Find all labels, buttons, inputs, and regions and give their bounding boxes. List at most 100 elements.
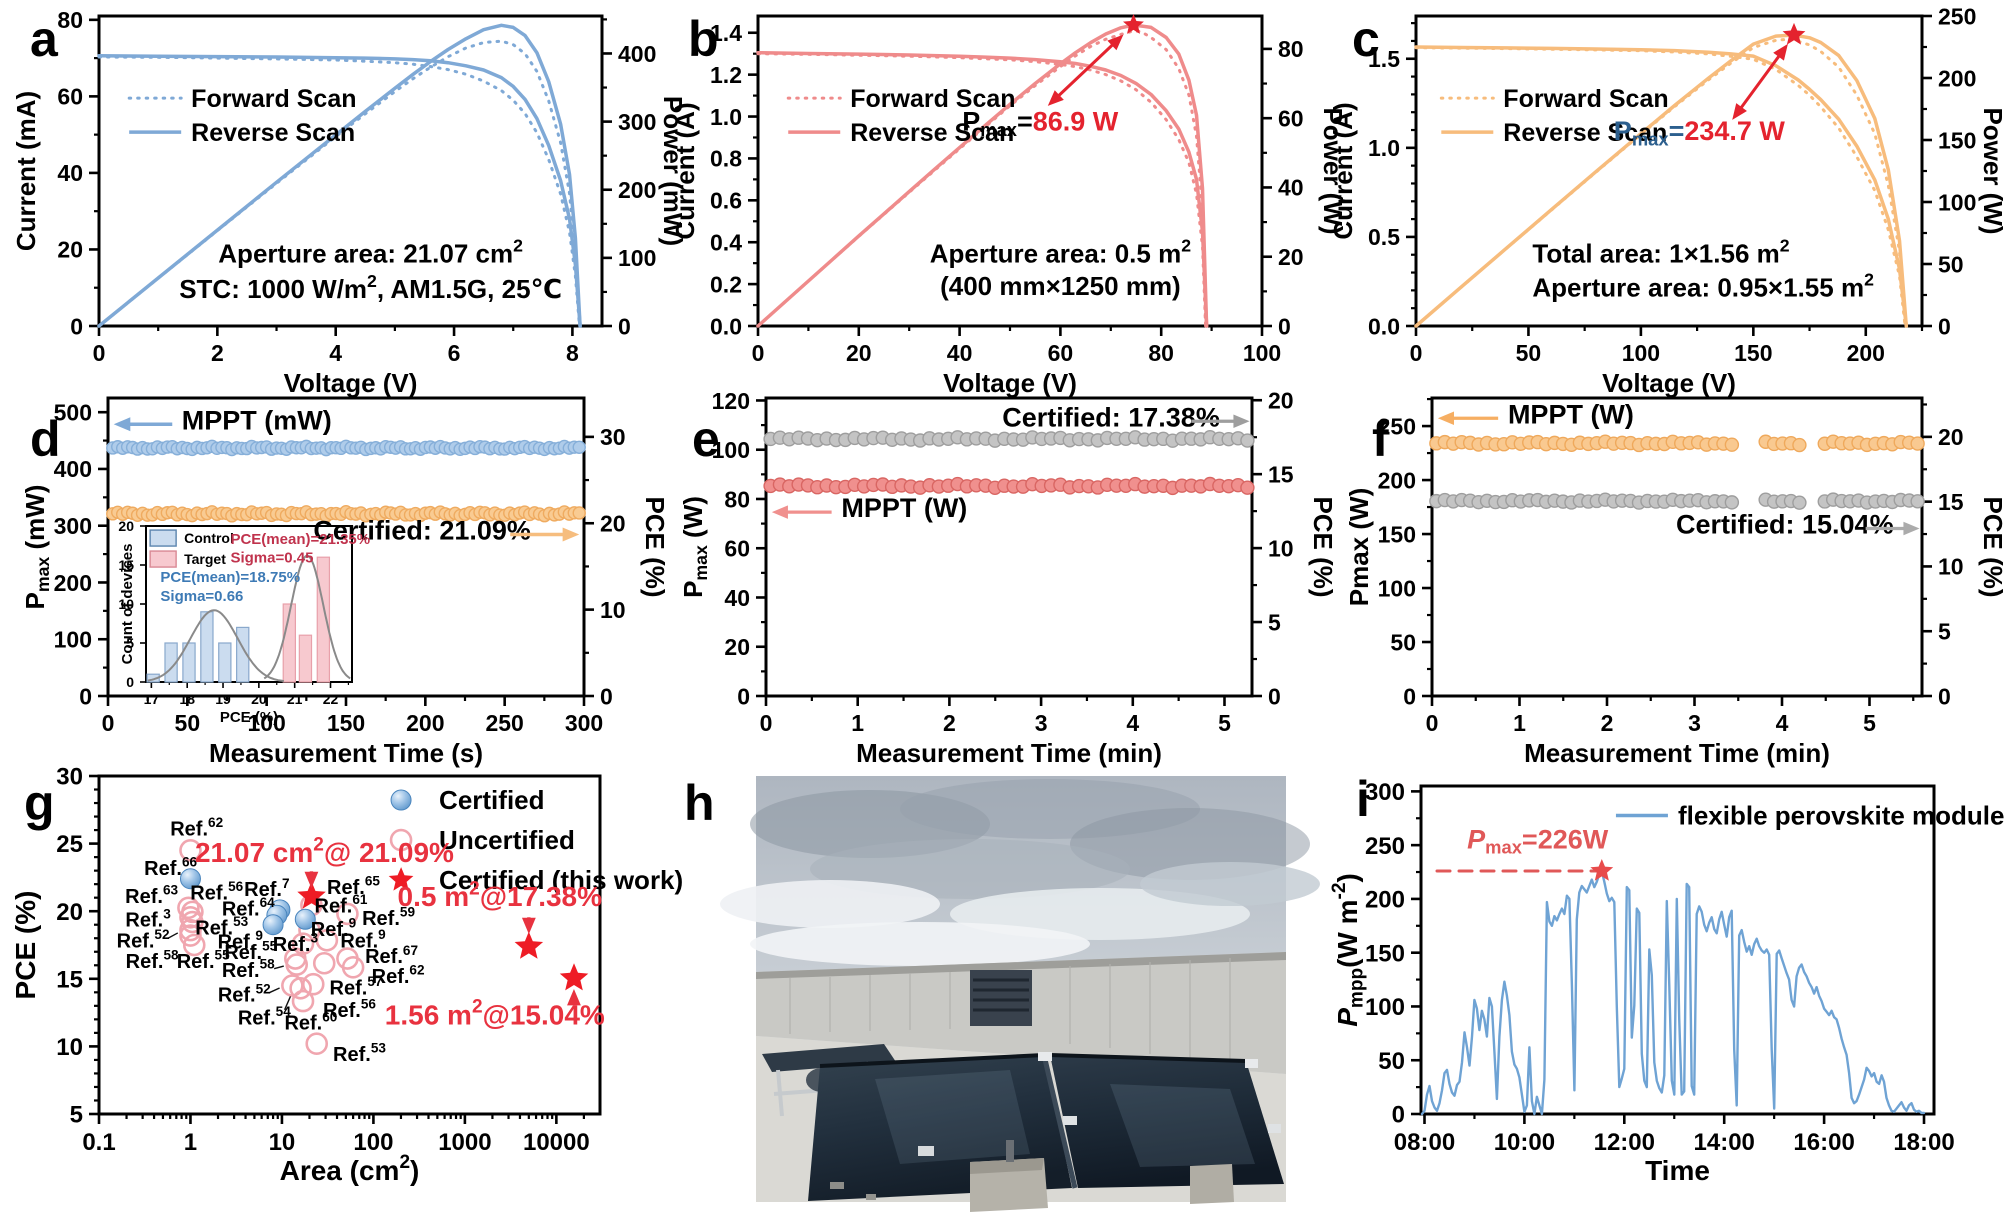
svg-text:0.5 m2@17.38%: 0.5 m2@17.38%: [398, 878, 603, 912]
svg-text:0.6: 0.6: [710, 188, 742, 214]
svg-text:18: 18: [179, 691, 195, 707]
svg-text:20: 20: [1278, 244, 1304, 270]
svg-text:Current (A): Current (A): [670, 102, 700, 239]
svg-text:Ref.64: Ref.64: [222, 895, 275, 920]
svg-text:0: 0: [600, 683, 613, 709]
svg-text:Current (mA): Current (mA): [11, 91, 41, 251]
svg-text:10: 10: [1938, 554, 1964, 580]
svg-text:150: 150: [1734, 340, 1772, 366]
vent-slats: [973, 978, 1029, 1012]
svg-text:Ref.57: Ref.57: [330, 974, 383, 999]
svg-text:Power (W): Power (W): [1318, 107, 1348, 234]
panel-sheen: [1110, 1084, 1255, 1167]
svg-text:0: 0: [1392, 1102, 1405, 1129]
panel-letter-h: h: [684, 775, 715, 831]
svg-text:0: 0: [70, 313, 83, 339]
svg-text:0: 0: [1410, 340, 1423, 366]
panel-edge: [1049, 1053, 1247, 1063]
svg-text:Ref.63: Ref.63: [125, 883, 178, 908]
svg-text:60: 60: [1278, 105, 1304, 131]
svg-text:120: 120: [712, 388, 750, 414]
svg-text:Pmax=86.9 W: Pmax=86.9 W: [962, 107, 1119, 140]
svg-text:1.56 m2@15.04%: 1.56 m2@15.04%: [385, 997, 605, 1031]
svg-text:20: 20: [600, 511, 626, 537]
svg-text:250: 250: [485, 710, 523, 736]
svg-text:40: 40: [947, 340, 973, 366]
svg-text:200: 200: [1847, 340, 1885, 366]
svg-text:2: 2: [943, 710, 956, 736]
svg-text:100: 100: [353, 1129, 393, 1156]
svg-text:200: 200: [54, 570, 92, 596]
svg-text:0.2: 0.2: [710, 271, 742, 297]
svg-text:80: 80: [1148, 340, 1174, 366]
svg-text:1000: 1000: [438, 1129, 491, 1156]
svg-text:Measurement Time (min): Measurement Time (min): [856, 738, 1162, 768]
svg-text:1: 1: [184, 1129, 197, 1156]
svg-text:2: 2: [211, 340, 224, 366]
background-module: [762, 1044, 896, 1072]
svg-text:Certified: Certified: [439, 785, 544, 815]
svg-text:1.0: 1.0: [1368, 135, 1400, 161]
svg-text:10:00: 10:00: [1494, 1129, 1555, 1156]
svg-text:Ref.7: Ref.7: [244, 876, 289, 901]
svg-text:PCE (%): PCE (%): [1978, 496, 2008, 597]
svg-text:4: 4: [329, 340, 342, 366]
svg-text:STC: 1000 W/m2, AM1.5G, 25℃: STC: 1000 W/m2, AM1.5G, 25℃: [179, 271, 562, 304]
panel-letter-g: g: [24, 775, 55, 831]
support-post: [1006, 1140, 1014, 1162]
svg-text:PCE (%): PCE (%): [10, 891, 41, 1000]
clip: [918, 1146, 934, 1156]
svg-text:PCE(mean)=21.35%: PCE(mean)=21.35%: [230, 531, 370, 548]
svg-text:100: 100: [1243, 340, 1281, 366]
debris: [866, 1194, 876, 1200]
svg-text:Forward Scan: Forward Scan: [1503, 85, 1668, 113]
svg-text:Ref.55: Ref.55: [177, 947, 230, 972]
pedestal-shadow: [970, 1158, 1044, 1174]
svg-text:Certified: 21.09%: Certified: 21.09%: [313, 516, 531, 546]
svg-text:Ref.60: Ref.60: [284, 1009, 337, 1034]
svg-text:0: 0: [737, 683, 750, 709]
svg-text:20: 20: [57, 237, 83, 263]
svg-text:5: 5: [70, 1102, 83, 1129]
svg-text:Power (mW): Power (mW): [658, 96, 688, 246]
svg-text:16:00: 16:00: [1793, 1129, 1854, 1156]
svg-text:14:00: 14:00: [1694, 1129, 1755, 1156]
flexible-panel-right: [1050, 1055, 1284, 1188]
svg-text:200: 200: [1378, 467, 1416, 493]
svg-text:17: 17: [144, 691, 160, 707]
svg-text:150: 150: [1938, 127, 1976, 153]
svg-text:Target: Target: [184, 551, 226, 567]
svg-text:20: 20: [56, 899, 83, 926]
svg-text:60: 60: [1048, 340, 1074, 366]
svg-text:3: 3: [1688, 710, 1701, 736]
svg-text:Pmax (W): Pmax (W): [1344, 488, 1374, 606]
svg-text:10: 10: [118, 596, 134, 612]
panel-f: f 0 1 2 3 4 5 0 50 100 150 200 250 0 5 10 15 20 Measureme…: [1340, 388, 2012, 768]
svg-text:PCE(mean)=18.75%: PCE(mean)=18.75%: [160, 569, 300, 586]
svg-text:Reverse Scan: Reverse Scan: [191, 119, 355, 147]
svg-text:0: 0: [1268, 683, 1281, 709]
svg-text:6: 6: [448, 340, 461, 366]
svg-text:60: 60: [724, 536, 750, 562]
panel-letter-c: c: [1352, 11, 1380, 67]
svg-text:150: 150: [1378, 521, 1416, 547]
svg-text:Pmpp(W m-2): Pmpp(W m-2): [1329, 873, 1367, 1027]
svg-text:10: 10: [269, 1129, 296, 1156]
svg-text:Ref.9: Ref.9: [340, 927, 386, 952]
chart-g-pce-vs-area: 0.1 1 10 100 1000 10000 5 10 15 20 25 30 Area (cm2) P…: [10, 764, 683, 1186]
svg-text:50: 50: [1938, 251, 1964, 277]
svg-text:3: 3: [1035, 710, 1048, 736]
svg-text:Area (cm2): Area (cm2): [280, 1152, 420, 1186]
svg-text:5: 5: [1268, 609, 1281, 635]
svg-text:Power (W): Power (W): [1978, 107, 2008, 234]
svg-text:Ref.3: Ref.3: [273, 931, 319, 956]
svg-text:Pmax=234.7 W: Pmax=234.7 W: [1614, 116, 1786, 149]
svg-text:22: 22: [323, 691, 339, 707]
svg-text:Ref.56: Ref.56: [190, 879, 243, 904]
svg-text:20: 20: [118, 518, 134, 534]
clip: [1245, 1059, 1258, 1068]
svg-text:PCE (%): PCE (%): [220, 709, 278, 726]
svg-text:0: 0: [752, 340, 765, 366]
